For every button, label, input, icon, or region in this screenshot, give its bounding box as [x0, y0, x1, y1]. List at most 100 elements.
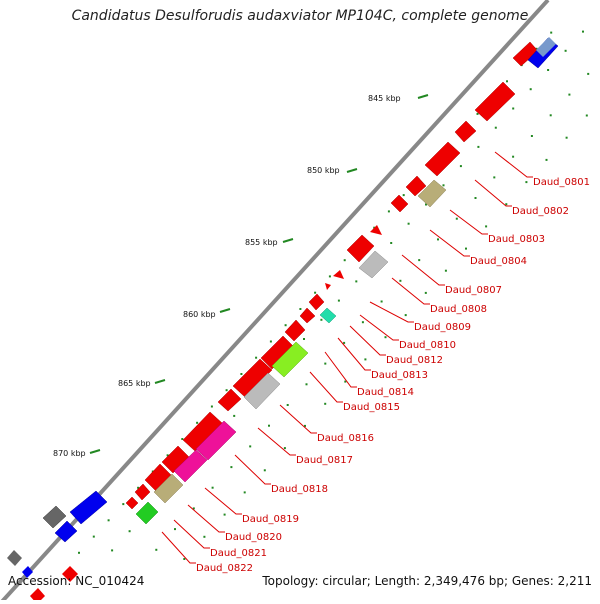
ring-dot	[512, 107, 515, 110]
leader-line	[494, 151, 533, 178]
gene-label[interactable]: Daud_0816	[317, 433, 374, 444]
gene-feature[interactable]	[346, 234, 375, 263]
gene-label[interactable]: Daud_0815	[343, 402, 400, 413]
gene-label[interactable]: Daud_0807	[445, 285, 502, 296]
gene-feature[interactable]	[536, 37, 556, 57]
gene-feature[interactable]	[69, 490, 108, 525]
gene-feature[interactable]	[134, 483, 151, 501]
ring-dot	[225, 389, 228, 392]
kbp-tick	[89, 449, 101, 454]
ring-dot	[459, 165, 462, 168]
ring-dot	[174, 528, 176, 531]
gene-label[interactable]: Daud_0819	[242, 514, 299, 525]
leader-line	[257, 427, 296, 456]
ring-dot	[564, 49, 567, 52]
gene-feature[interactable]	[232, 358, 273, 398]
ring-dot	[128, 530, 131, 533]
ring-dot	[424, 291, 427, 294]
gene-feature[interactable]	[390, 194, 409, 213]
gene-label[interactable]: Daud_0818	[271, 484, 328, 495]
gene-feature[interactable]	[42, 505, 67, 529]
gene-label[interactable]: Daud_0810	[399, 340, 456, 351]
gene-label[interactable]: Daud_0813	[371, 370, 428, 381]
gene-feature[interactable]	[217, 388, 242, 412]
kbp-label-870: 870 kbp	[53, 449, 86, 458]
gene-label[interactable]: Daud_0821	[210, 548, 267, 559]
ring-dot	[255, 356, 258, 359]
ring-dot	[268, 424, 270, 427]
ring-dot	[344, 380, 347, 383]
gene-feature[interactable]	[62, 566, 78, 582]
gene-label[interactable]: Daud_0803	[488, 234, 545, 245]
gene-feature[interactable]	[424, 141, 461, 177]
gene-feature[interactable]	[405, 175, 427, 197]
ring-dot	[494, 126, 497, 129]
gene-feature[interactable]	[358, 250, 389, 279]
ring-dot	[233, 414, 236, 417]
ring-dot	[387, 210, 390, 213]
gene-feature[interactable]	[173, 449, 208, 483]
gene-feature[interactable]	[299, 307, 316, 324]
ring-dot	[155, 548, 158, 551]
gene-feature[interactable]	[370, 225, 382, 235]
ring-dot	[512, 155, 515, 158]
kbp-tick	[282, 238, 294, 243]
gene-feature[interactable]	[325, 283, 331, 290]
leader-line	[449, 209, 488, 235]
ring-dot	[243, 491, 246, 494]
gene-label[interactable]: Daud_0817	[296, 455, 353, 466]
gene-label[interactable]: Daud_0822	[196, 563, 253, 574]
gene-label[interactable]: Daud_0812	[386, 355, 443, 366]
ring-dot	[364, 358, 367, 361]
gene-feature[interactable]	[22, 566, 33, 578]
gene-feature[interactable]	[195, 420, 237, 461]
gene-feature[interactable]	[54, 520, 78, 543]
gene-label[interactable]: Daud_0809	[414, 322, 471, 333]
ring-dot	[181, 438, 184, 440]
gene-feature[interactable]	[153, 473, 184, 504]
leader-line	[173, 519, 210, 549]
ring-dot	[192, 507, 195, 510]
ring-dot	[269, 340, 272, 343]
gene-feature[interactable]	[135, 501, 159, 525]
gene-label[interactable]: Daud_0801	[533, 177, 590, 188]
ring-dot	[407, 222, 410, 225]
leader-line	[234, 454, 271, 485]
gene-feature[interactable]	[454, 120, 477, 143]
gene-feature[interactable]	[243, 372, 281, 410]
gene-feature[interactable]	[308, 293, 325, 311]
ring-dot	[442, 184, 445, 187]
gene-feature[interactable]	[319, 307, 337, 324]
gene-label[interactable]: Daud_0808	[430, 304, 487, 315]
gene-feature[interactable]	[333, 270, 344, 279]
gene-labels: Daud_0801 Daud_0802 Daud_0803 Daud_0804 …	[196, 177, 590, 574]
ring-dot	[390, 242, 393, 244]
ring-dot	[529, 88, 532, 91]
ring-dot	[373, 226, 376, 229]
ring-dot	[455, 217, 458, 220]
leader-line	[324, 351, 357, 388]
leader-line	[429, 229, 470, 257]
gene-label[interactable]: Daud_0802	[512, 206, 569, 217]
kbp-label-865: 865 kbp	[118, 379, 151, 388]
gene-feature[interactable]	[125, 496, 139, 510]
ring-dot	[284, 324, 287, 327]
gene-label[interactable]: Daud_0804	[470, 256, 527, 267]
ring-dot	[585, 114, 588, 117]
ring-dot	[465, 247, 467, 250]
kbp-label-845: 845 kbp	[368, 94, 401, 103]
gene-feature[interactable]	[417, 179, 447, 208]
ring-dot	[223, 513, 226, 516]
ring-dot	[384, 336, 387, 339]
gene-label[interactable]: Daud_0820	[225, 532, 282, 543]
gene-feature[interactable]	[474, 81, 516, 122]
gene-feature[interactable]	[7, 550, 22, 566]
gene-feature[interactable]	[271, 341, 309, 378]
gene-feature[interactable]	[30, 588, 45, 604]
gene-label[interactable]: Daud_0814	[357, 387, 414, 398]
gene-feature[interactable]	[284, 319, 306, 342]
ring-dot	[286, 404, 289, 406]
ring-dot	[550, 31, 553, 34]
